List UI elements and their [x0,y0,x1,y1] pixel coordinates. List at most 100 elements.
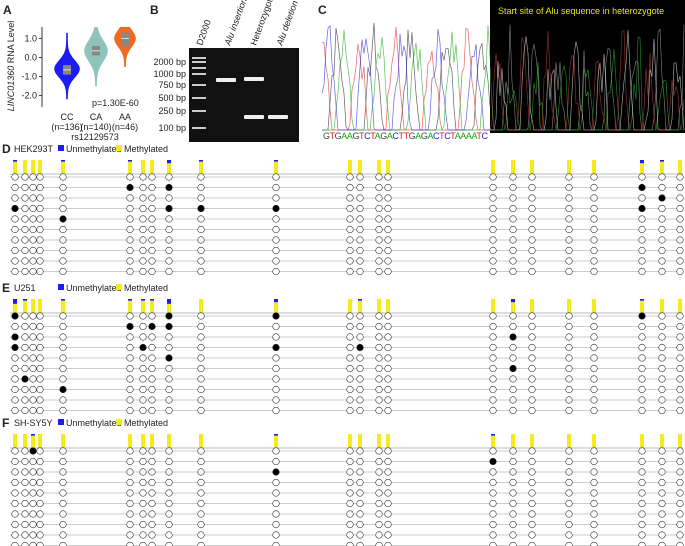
cpg [346,267,354,276]
cpg [638,236,646,244]
cpg [528,406,536,415]
ladder-band [192,127,206,129]
cpg [528,267,536,276]
site-bar [141,160,145,176]
cpg [356,478,364,487]
site-bar [31,160,35,176]
cpg [565,343,573,352]
cpg [658,257,666,265]
cpg [126,267,134,276]
cpg [272,173,280,181]
cpg [59,343,67,352]
cpg [126,364,134,373]
cpg [139,343,147,352]
cpg [139,364,147,373]
cpg [11,225,19,234]
cpg [165,478,173,487]
cpg [148,385,156,394]
cpg [638,312,646,320]
cpg [638,343,646,352]
cpg [29,267,37,276]
band [268,115,288,119]
cpg [676,396,684,404]
cpg [29,510,37,518]
site-bar-top [13,299,17,304]
y-tick-label: -1.0 [21,72,37,82]
cpg [489,478,497,487]
legend-label: Unmethylated [66,283,122,293]
cpg [565,406,573,415]
cpg [36,510,44,518]
cpg [148,215,156,223]
cpg [21,478,29,487]
cpg [528,215,536,223]
cpg [346,354,354,362]
cpg [509,364,517,373]
cpg [36,322,44,331]
legend-swatch [116,145,122,151]
group-label: CC [61,112,74,122]
cpg [272,510,280,518]
cpg [165,489,173,497]
sequence: GTGAAGTCTAGACTTGAGACTCTAAAATC [323,131,489,141]
cpg [676,343,684,352]
cpg [197,447,205,455]
cpg [489,225,497,234]
cpg [489,406,497,415]
cpg [356,257,364,265]
cpg [638,215,646,223]
cpg [36,225,44,234]
cpg [356,215,364,223]
cpg [590,457,598,466]
cpg [272,489,280,497]
cpg [165,468,173,476]
cpg [139,478,147,487]
cpg [21,246,29,255]
cpg [165,375,173,383]
cpg [346,246,354,255]
cpg [59,225,67,234]
cpg [565,194,573,202]
cpg [36,267,44,276]
site-bar [491,434,495,450]
cpg [197,246,205,255]
cpg [676,489,684,497]
cpg [29,225,37,234]
cpg [346,457,354,466]
cpg [658,322,666,331]
cpg [29,173,37,181]
cpg [148,468,156,476]
cpg [356,396,364,404]
cpg [676,385,684,394]
cpg [509,333,517,341]
site-bar [141,434,145,450]
site-bar [511,160,515,176]
cpg [197,225,205,234]
cpg [489,499,497,508]
cpg [139,354,147,362]
cpg [658,385,666,394]
cpg [148,520,156,529]
cpg [36,499,44,508]
cpg [658,478,666,487]
cpg [676,246,684,255]
y-tick-label: 0.0 [24,52,37,62]
cpg [11,322,19,331]
site-bar [660,434,664,450]
cpg [638,385,646,394]
cpg [21,510,29,518]
cpg [565,225,573,234]
cpg [165,322,173,331]
cpg [272,267,280,276]
cpg [638,499,646,508]
site-bar [23,434,27,450]
legend-label: Methylated [124,144,168,154]
cpg [272,204,280,213]
cpg [148,510,156,518]
site-bar [167,434,171,450]
cpg [676,333,684,341]
cpg [165,215,173,223]
cpg [590,364,598,373]
panel-label: E [2,281,10,295]
cpg [126,520,134,529]
